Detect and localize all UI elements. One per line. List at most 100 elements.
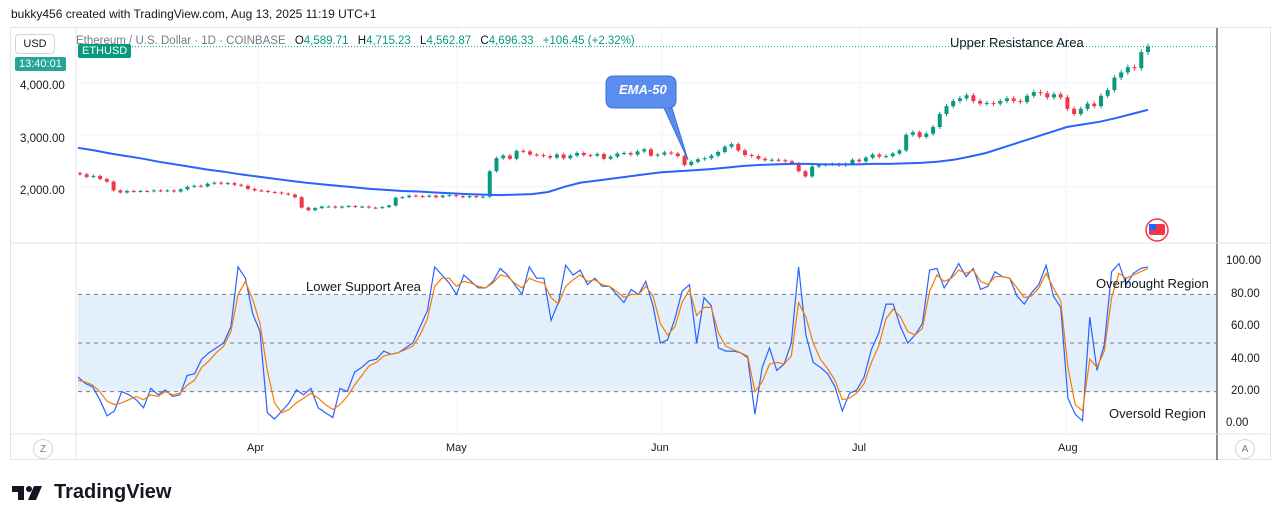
candle-body — [635, 151, 640, 155]
candle-body — [1011, 98, 1016, 101]
candle-body — [742, 150, 747, 156]
candle-body — [722, 146, 727, 152]
candle-body — [575, 153, 580, 156]
candle-body — [756, 156, 761, 159]
candle-body — [776, 159, 781, 161]
tradingview-logo[interactable]: TradingView — [12, 481, 171, 504]
candle-body — [393, 197, 398, 206]
candle-body — [716, 151, 721, 156]
candle-body — [931, 127, 936, 134]
candle-body — [259, 190, 264, 192]
candle-body — [984, 103, 989, 105]
candle-body — [467, 196, 472, 198]
candle-body — [1092, 103, 1097, 107]
candle-body — [192, 185, 197, 187]
candle-body — [151, 190, 156, 192]
change-value: +106.45 (+2.32%) — [542, 35, 635, 47]
candle-body — [561, 154, 566, 159]
candle-body — [655, 154, 660, 156]
candle-body — [568, 155, 573, 159]
candle-body — [1119, 72, 1124, 78]
candle-body — [1085, 103, 1090, 109]
candle-body — [857, 159, 862, 162]
upper-resistance-label: Upper Resistance Area — [950, 35, 1084, 50]
candle-body — [521, 150, 526, 152]
symbol-legend[interactable]: Ethereum / U.S. Dollar · 1D · COINBASE O… — [76, 35, 635, 47]
candle-body — [863, 157, 868, 162]
candle-body — [440, 195, 445, 198]
time-tick-label: Jul — [852, 442, 867, 454]
candle-body — [219, 182, 224, 184]
time-tick-label: Jun — [651, 442, 669, 454]
candle-body — [118, 190, 123, 193]
time-tick-label: Apr — [247, 442, 265, 454]
candle-body — [937, 114, 942, 127]
candle-body — [427, 195, 432, 197]
candle-body — [541, 155, 546, 157]
flag-badge-icon — [1149, 224, 1156, 230]
candle-body — [964, 95, 969, 99]
candle-body — [991, 103, 996, 105]
candle-body — [1004, 98, 1009, 101]
candle-body — [1038, 92, 1043, 94]
currency-button[interactable]: USD — [15, 34, 55, 54]
candle-body — [978, 101, 983, 104]
high-value: 4,715.23 — [366, 35, 411, 47]
candle-body — [662, 152, 667, 155]
candle-body — [373, 207, 378, 209]
candle-body — [165, 190, 170, 192]
candle-body — [642, 149, 647, 152]
candle-body — [924, 133, 929, 137]
timezone-button[interactable]: Z — [33, 439, 53, 459]
stoch-k-line — [77, 262, 1149, 423]
candle-body — [749, 155, 754, 157]
candle-body — [608, 156, 613, 159]
candle-body — [1078, 108, 1083, 114]
oversold-label: Oversold Region — [1109, 406, 1206, 421]
candle-body — [225, 183, 230, 185]
candle-body — [172, 190, 177, 192]
candle-body — [951, 101, 956, 107]
candle-body — [554, 154, 559, 158]
candle-body — [158, 190, 163, 192]
candle-body — [360, 206, 365, 208]
time-tick-label: Aug — [1058, 442, 1078, 454]
candle-body — [434, 195, 438, 198]
candle-body — [957, 98, 962, 101]
high-label: H — [357, 35, 367, 47]
candle-body — [904, 134, 909, 151]
candle-body — [313, 208, 318, 211]
ema-callout-bubble — [605, 75, 689, 161]
brand-name: TradingView — [54, 481, 172, 503]
open-label: O — [294, 35, 304, 47]
candle-body — [783, 160, 788, 162]
candle-body — [581, 153, 586, 156]
low-value: 4,562.87 — [426, 35, 472, 47]
candle-body — [501, 155, 506, 159]
candle-body — [1105, 90, 1110, 96]
price-tick-label: 4,000.00 — [20, 80, 65, 92]
candle-body — [420, 196, 425, 198]
candle-body — [675, 153, 680, 157]
candle-body — [1025, 95, 1030, 103]
candle-body — [346, 206, 351, 208]
candle-body — [319, 206, 324, 209]
candle-body — [447, 195, 452, 197]
candle-body — [299, 197, 304, 208]
candle-body — [897, 150, 902, 154]
candle-body — [306, 207, 311, 211]
candle-body — [386, 205, 391, 208]
candle-body — [1112, 77, 1117, 91]
candle-body — [588, 155, 593, 157]
candle-body — [669, 152, 674, 154]
auto-scale-button[interactable]: A — [1235, 439, 1255, 459]
candle-body — [84, 174, 89, 177]
countdown-pill: 13:40:01 — [15, 57, 66, 71]
candle-body — [1072, 108, 1077, 114]
ticker-pill[interactable]: ETHUSD — [78, 44, 132, 58]
candle-body — [366, 206, 371, 208]
candle-body — [252, 188, 257, 191]
candle-body — [407, 195, 412, 198]
candle-body — [998, 101, 1003, 104]
